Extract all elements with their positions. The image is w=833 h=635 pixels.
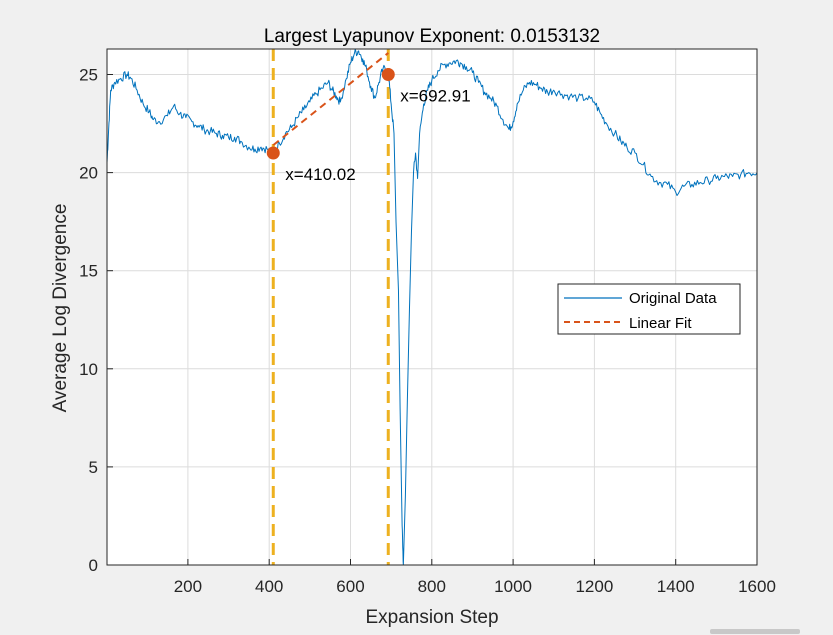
marker-label-2: x=692.91 (400, 87, 470, 106)
y-tick-label: 25 (79, 66, 98, 85)
legend-box (557, 283, 741, 335)
x-tick-label: 1200 (575, 577, 613, 596)
marker-label-1: x=410.02 (285, 165, 355, 184)
x-tick-label: 1400 (657, 577, 695, 596)
y-tick-label: 20 (79, 164, 98, 183)
x-axis-label: Expansion Step (365, 607, 498, 628)
x-tick-label: 400 (255, 577, 283, 596)
series-lines (106, 48, 758, 566)
series-original-data (106, 48, 758, 566)
scroll-indicator (710, 629, 800, 634)
y-tick-label: 0 (89, 556, 98, 575)
marker-point-2[interactable] (381, 68, 395, 82)
x-tick-label: 800 (418, 577, 446, 596)
x-tick-label: 1600 (738, 577, 776, 596)
tick-labels: 200 400 600 800 1000 1200 1400 1600 0 5 10 15 20 25 (79, 66, 776, 596)
legend-label-linear-fit: Linear Fit (629, 315, 692, 332)
threshold-lines (271, 49, 390, 565)
window-status-strip (0, 628, 833, 635)
legend[interactable]: Original Data Linear Fit (557, 283, 741, 335)
x-tick-label: 200 (174, 577, 202, 596)
y-tick-label: 15 (79, 262, 98, 281)
y-axis-label: Average Log Divergence (50, 204, 71, 413)
marker-point-1[interactable] (266, 146, 280, 160)
x-tick-label: 600 (336, 577, 364, 596)
chart-title: Largest Lyapunov Exponent: 0.0153132 (264, 26, 600, 47)
x-tick-label: 1000 (494, 577, 532, 596)
marker-points: x=410.02 x=692.91 (266, 68, 471, 184)
legend-label-original-data: Original Data (629, 290, 717, 307)
series-linear-fit (272, 52, 389, 146)
y-tick-label: 10 (79, 360, 98, 379)
y-tick-label: 5 (89, 458, 98, 477)
